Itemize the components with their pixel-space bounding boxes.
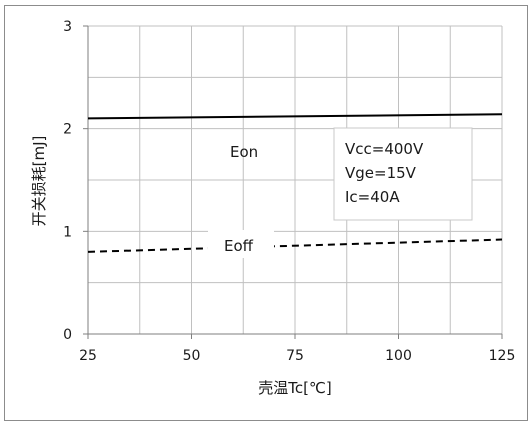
axis-layer: [83, 25, 503, 339]
y-tick-label: 3: [63, 19, 72, 35]
series-line-eoff: [87, 238, 503, 253]
y-axis-title: 开关损耗[mJ]: [30, 136, 48, 227]
conditions-legend-box: Vcc=400V Vge=15V Ic=40A: [333, 127, 473, 221]
series-layer: [87, 113, 503, 253]
series-line-eon: [87, 113, 503, 120]
x-tick-label: 100: [385, 348, 412, 364]
condition-vcc: Vcc=400V: [345, 140, 424, 158]
x-tick-label: 125: [489, 348, 516, 364]
label-layer: 25 50 75 100 125 0 1 2 3 Eon Eoff: [63, 19, 515, 364]
y-tick-label: 2: [63, 122, 72, 138]
condition-ic: Ic=40A: [345, 188, 400, 206]
series-label-eoff-background: [208, 230, 274, 258]
x-axis-title: 壳温Tc[℃]: [258, 379, 331, 397]
y-tick-label: 1: [63, 224, 72, 240]
series-label-eoff: Eoff: [224, 237, 254, 255]
y-tick-label: 0: [63, 327, 72, 343]
condition-vge: Vge=15V: [345, 164, 417, 182]
x-tick-label: 75: [286, 348, 304, 364]
x-tick-label: 50: [183, 348, 201, 364]
x-tick-label: 25: [79, 348, 97, 364]
series-label-eon: Eon: [230, 143, 258, 161]
